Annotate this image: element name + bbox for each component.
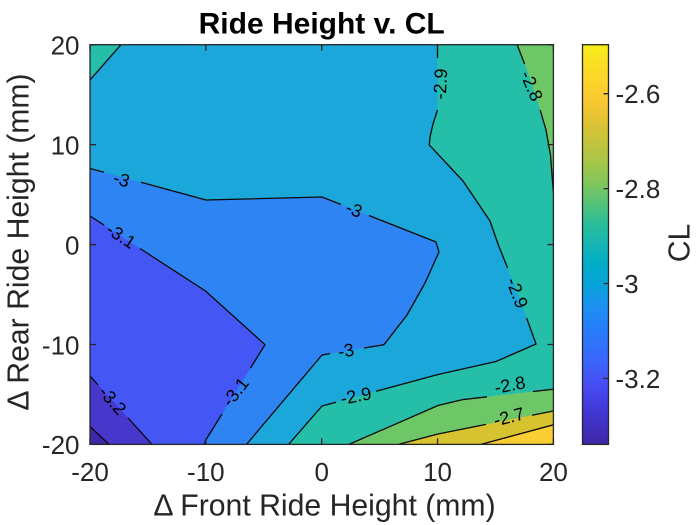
- svg-text:Δ Rear Ride Height (mm): Δ Rear Ride Height (mm): [2, 73, 35, 410]
- svg-text:10: 10: [51, 131, 80, 161]
- svg-text:-10: -10: [42, 330, 80, 360]
- svg-text:-20: -20: [71, 457, 109, 487]
- svg-text:-3: -3: [111, 168, 132, 192]
- svg-text:-20: -20: [42, 430, 80, 460]
- svg-text:CL: CL: [664, 224, 697, 263]
- svg-text:0: 0: [314, 457, 328, 487]
- svg-text:Ride Height v. CL: Ride Height v. CL: [199, 7, 445, 40]
- svg-text:-3: -3: [343, 197, 365, 221]
- svg-text:0: 0: [65, 230, 79, 260]
- svg-text:-3: -3: [336, 340, 355, 362]
- svg-text:20: 20: [51, 31, 80, 61]
- svg-text:20: 20: [539, 457, 568, 487]
- svg-text:Δ Front Ride Height (mm): Δ Front Ride Height (mm): [153, 490, 495, 523]
- svg-text:-2.8: -2.8: [616, 174, 661, 204]
- svg-text:-3: -3: [616, 269, 639, 299]
- svg-text:10: 10: [423, 457, 452, 487]
- svg-text:-10: -10: [187, 457, 225, 487]
- svg-text:-3.2: -3.2: [616, 364, 661, 394]
- svg-text:-2.6: -2.6: [616, 79, 661, 109]
- svg-text:-2.9: -2.9: [430, 68, 452, 100]
